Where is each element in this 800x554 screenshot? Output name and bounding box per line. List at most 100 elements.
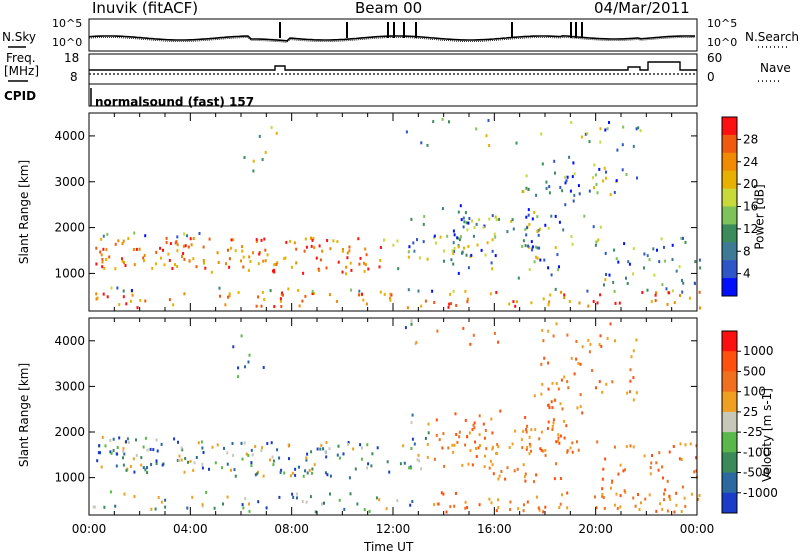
radar-cell: [572, 199, 575, 203]
nave-label: Nave: [760, 61, 791, 75]
radar-cell: [486, 241, 489, 245]
radar-cell: [457, 237, 460, 240]
colorbar-swatch: [722, 472, 737, 494]
radar-cell: [601, 487, 604, 491]
radar-cell: [434, 241, 437, 245]
nave-tick-bottom: 0: [707, 70, 715, 84]
colorbar-swatch: [722, 492, 737, 514]
radar-cell: [594, 495, 596, 499]
radar-cell: [289, 474, 292, 478]
radar-cell: [349, 492, 352, 496]
radar-cell: [326, 239, 329, 242]
radar-cell: [603, 507, 606, 510]
radar-cell: [371, 452, 374, 456]
radar-cell: [222, 502, 224, 506]
colorbar-swatch: [722, 224, 737, 243]
radar-cell: [106, 295, 109, 299]
radar-cell: [451, 249, 454, 253]
nsky-strip-frame: [88, 18, 698, 52]
radar-cell: [542, 510, 545, 514]
radar-cell: [632, 144, 635, 148]
colorbar-swatch: [722, 152, 737, 172]
radar-cell: [588, 140, 591, 144]
colorbar-tick-label: 8: [743, 244, 751, 258]
radar-cell: [663, 492, 665, 496]
radar-cell: [492, 445, 494, 449]
radar-cell: [457, 245, 460, 249]
radar-cell: [559, 477, 562, 480]
radar-cell: [260, 449, 263, 453]
radar-cell: [632, 349, 635, 353]
radar-cell: [250, 461, 253, 465]
radar-cell: [547, 361, 550, 365]
radar-cell: [190, 243, 193, 247]
radar-cell: [561, 189, 564, 193]
radar-cell: [432, 120, 435, 124]
colorbar-swatch: [722, 351, 737, 372]
radar-cell: [115, 464, 118, 468]
radar-cell: [338, 498, 341, 502]
radar-cell: [413, 442, 416, 446]
radar-cell: [352, 447, 355, 451]
radar-cell: [191, 495, 194, 499]
radar-cell: [570, 356, 573, 360]
radar-cell: [498, 217, 501, 221]
radar-cell: [174, 241, 177, 245]
radar-cell: [452, 252, 455, 256]
nsearch-tick-top: 10^5: [707, 17, 738, 30]
radar-cell: [244, 497, 247, 501]
radar-cell: [595, 240, 598, 244]
radar-cell: [232, 345, 235, 349]
radar-cell: [109, 450, 112, 454]
radar-cell: [201, 503, 204, 507]
radar-cell: [635, 391, 638, 395]
radar-cell: [601, 477, 604, 481]
power-panel: 1000 2000 3000 4000: [54, 112, 702, 312]
radar-cell: [302, 271, 305, 275]
radar-cell: [557, 387, 560, 391]
radar-cell: [506, 466, 509, 470]
radar-cell: [452, 241, 455, 245]
radar-cell: [661, 283, 664, 287]
radar-cell: [659, 502, 662, 506]
radar-cell: [652, 247, 655, 251]
radar-cell: [541, 382, 544, 386]
radar-cell: [538, 227, 541, 231]
radar-cell: [540, 430, 543, 434]
radar-cell: [348, 249, 351, 253]
radar-cell: [311, 289, 314, 293]
radar-cell: [534, 245, 537, 249]
radar-cell: [182, 252, 185, 255]
radar-cell: [514, 429, 517, 433]
radar-cell: [227, 295, 230, 299]
radar-cell: [121, 259, 124, 263]
radar-cell: [213, 506, 216, 510]
radar-cell: [500, 470, 503, 473]
radar-cell: [310, 450, 313, 454]
radar-cell: [487, 119, 490, 122]
radar-cell: [451, 443, 454, 447]
radar-cell: [465, 221, 468, 225]
radar-cell: [150, 463, 153, 466]
radar-cell: [195, 456, 198, 459]
radar-cell: [600, 345, 603, 348]
radar-cell: [361, 446, 363, 450]
radar-cell: [629, 444, 632, 448]
radar-cell: [316, 447, 319, 451]
radar-cell: [490, 417, 493, 421]
radar-cell: [228, 265, 231, 269]
radar-cell: [664, 488, 667, 492]
radar-cell: [181, 448, 184, 452]
radar-cell: [571, 242, 574, 246]
radar-cell: [560, 290, 563, 294]
radar-cell: [192, 237, 195, 240]
radar-cell: [577, 184, 580, 188]
radar-cell: [525, 174, 528, 178]
radar-cell: [252, 159, 255, 163]
radar-cell: [621, 143, 624, 147]
radar-cell: [109, 439, 112, 442]
radar-cell: [546, 427, 549, 430]
radar-cell: [315, 256, 318, 260]
radar-cell: [491, 267, 494, 271]
radar-cell: [457, 210, 460, 214]
